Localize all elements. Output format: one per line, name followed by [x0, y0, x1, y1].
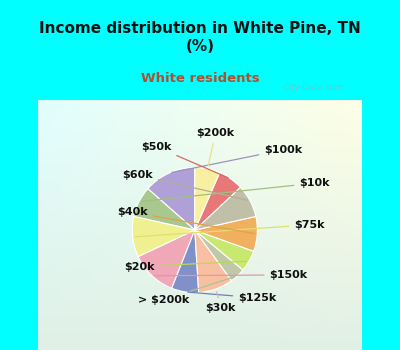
- Wedge shape: [195, 230, 243, 281]
- Wedge shape: [195, 168, 220, 230]
- Text: $200k: $200k: [196, 128, 235, 166]
- Text: $50k: $50k: [141, 142, 228, 178]
- Text: $10k: $10k: [142, 178, 330, 201]
- Text: $30k: $30k: [206, 292, 236, 313]
- Text: $75k: $75k: [135, 220, 325, 237]
- Text: $60k: $60k: [122, 170, 247, 200]
- Text: $100k: $100k: [172, 145, 302, 173]
- Text: Income distribution in White Pine, TN
(%): Income distribution in White Pine, TN (%…: [39, 21, 361, 54]
- Wedge shape: [195, 230, 232, 293]
- Text: > $200k: > $200k: [138, 276, 235, 305]
- Text: City-Data.com: City-Data.com: [283, 83, 343, 92]
- Text: $40k: $40k: [117, 207, 254, 233]
- Wedge shape: [195, 230, 254, 270]
- Text: $125k: $125k: [188, 292, 276, 303]
- Wedge shape: [138, 230, 195, 288]
- Text: White residents: White residents: [141, 72, 259, 85]
- Wedge shape: [195, 216, 257, 251]
- Wedge shape: [132, 216, 195, 257]
- Wedge shape: [134, 189, 195, 230]
- Text: $150k: $150k: [155, 270, 308, 280]
- Wedge shape: [195, 187, 256, 230]
- Wedge shape: [148, 168, 195, 230]
- Wedge shape: [195, 173, 240, 230]
- Wedge shape: [172, 230, 199, 293]
- Text: $20k: $20k: [124, 261, 246, 272]
